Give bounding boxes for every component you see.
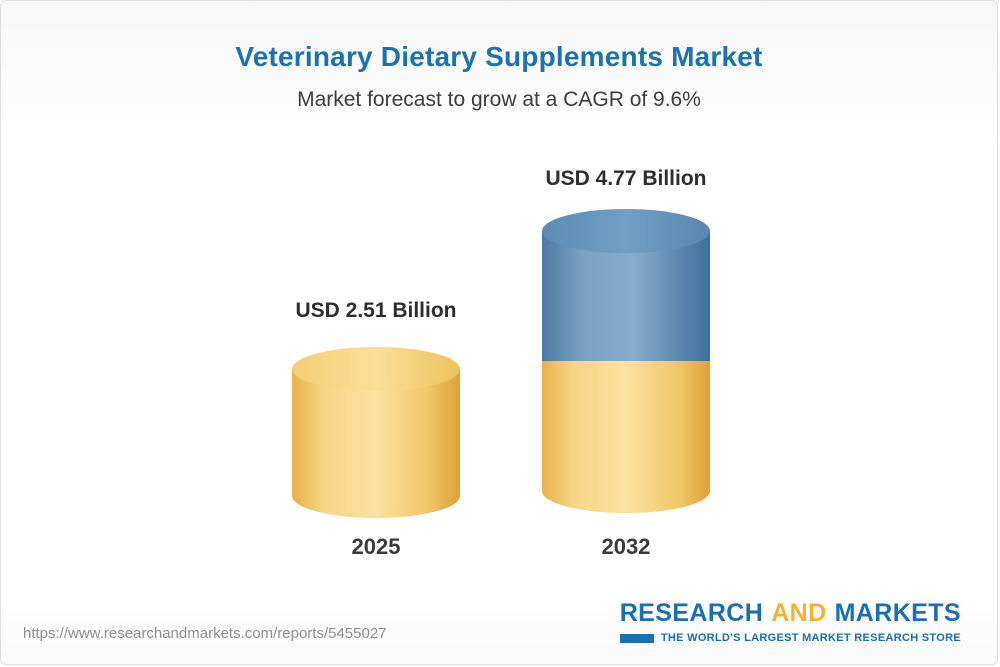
bar-2032-base-segment xyxy=(542,361,710,513)
bar-2025-body xyxy=(292,369,460,518)
logo-word-markets: MARKETS xyxy=(834,599,961,627)
axis-label-2032: 2032 xyxy=(601,534,651,559)
logo-word-research: RESEARCH xyxy=(619,599,764,627)
chart-subtitle: Market forecast to grow at a CAGR of 9.6… xyxy=(297,88,701,111)
value-label-2032: USD 4.77 Billion xyxy=(545,167,707,190)
research-and-markets-logo: RESEARCH AND MARKETS THE WORLD'S LARGEST… xyxy=(619,601,961,644)
logo-wordmark: RESEARCH AND MARKETS xyxy=(620,601,961,626)
chart-title: Veterinary Dietary Supplements Market xyxy=(235,41,763,72)
logo-word-and: AND xyxy=(771,599,827,627)
logo-tagline-row: THE WORLD'S LARGEST MARKET RESEARCH STOR… xyxy=(619,632,961,644)
bar-2032-top-ellipse xyxy=(542,209,710,253)
value-label-2025: USD 2.51 Billion xyxy=(295,299,457,322)
axis-label-2025: 2025 xyxy=(351,534,401,559)
bar-2025-top-ellipse xyxy=(292,347,460,391)
report-url-link[interactable]: https://www.researchandmarkets.com/repor… xyxy=(23,625,387,642)
logo-tagline: THE WORLD'S LARGEST MARKET RESEARCH STOR… xyxy=(660,632,961,644)
bar-2025-cylinder xyxy=(292,347,460,518)
logo-tagline-bar xyxy=(619,633,654,643)
bar-2032-cylinder xyxy=(542,209,710,513)
